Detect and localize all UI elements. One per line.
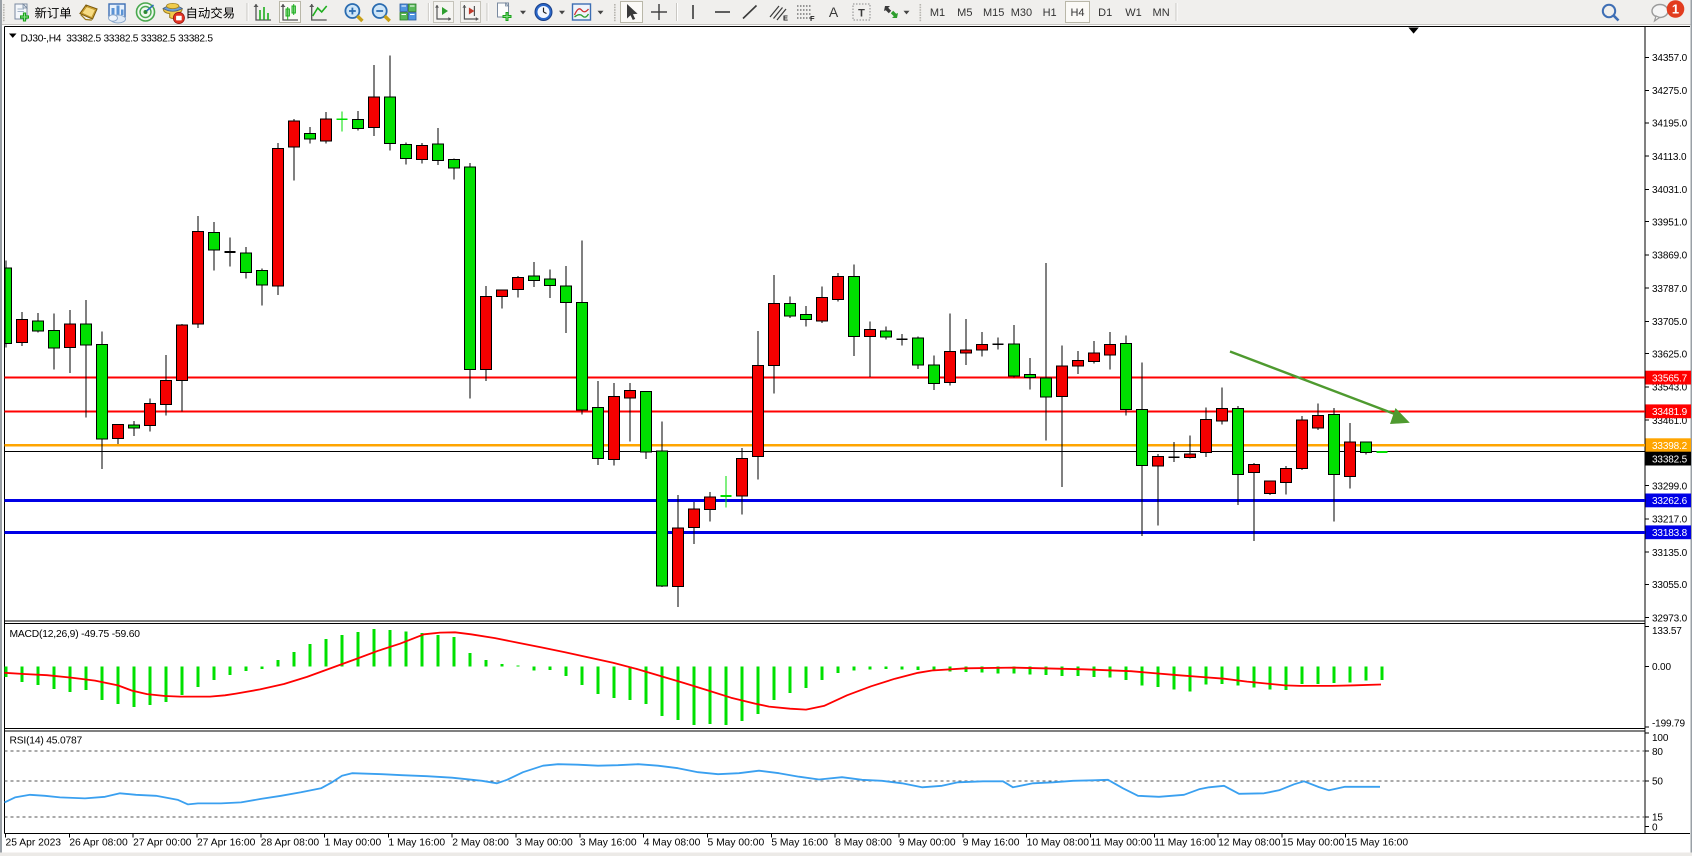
svg-text:33217.0: 33217.0 <box>1652 515 1688 526</box>
svg-text:33481.9: 33481.9 <box>1652 407 1688 418</box>
svg-text:27 Apr 16:00: 27 Apr 16:00 <box>197 838 256 849</box>
svg-text:33543.0: 33543.0 <box>1652 383 1688 394</box>
svg-text:M1: M1 <box>930 7 945 19</box>
svg-text:34031.0: 34031.0 <box>1652 185 1688 196</box>
svg-text:M5: M5 <box>957 7 972 19</box>
svg-text:15 May 16:00: 15 May 16:00 <box>1346 838 1409 849</box>
svg-text:32973.0: 32973.0 <box>1652 613 1688 624</box>
svg-text:11 May 16:00: 11 May 16:00 <box>1154 838 1216 849</box>
svg-text:W1: W1 <box>1125 7 1142 19</box>
svg-text:100: 100 <box>1652 733 1669 744</box>
svg-text:26 Apr 08:00: 26 Apr 08:00 <box>69 838 128 849</box>
svg-text:33055.0: 33055.0 <box>1652 580 1688 591</box>
svg-text:H4: H4 <box>1070 7 1084 19</box>
svg-text:25 Apr 2023: 25 Apr 2023 <box>6 838 62 849</box>
svg-text:0: 0 <box>1652 822 1658 833</box>
svg-text:33705.0: 33705.0 <box>1652 317 1688 328</box>
svg-text:33625.0: 33625.0 <box>1652 349 1688 360</box>
svg-text:11 May 00:00: 11 May 00:00 <box>1090 838 1152 849</box>
svg-text:5 May 00:00: 5 May 00:00 <box>708 838 765 849</box>
svg-text:33299.0: 33299.0 <box>1652 481 1688 492</box>
svg-text:MN: MN <box>1153 7 1170 19</box>
svg-text:133.57: 133.57 <box>1652 626 1682 637</box>
svg-text:33262.6: 33262.6 <box>1652 496 1688 507</box>
svg-text:28 Apr 08:00: 28 Apr 08:00 <box>261 838 320 849</box>
svg-text:DJ30-,H4 33382.5 33382.5 3338: DJ30-,H4 33382.5 33382.5 33382.5 33382.5 <box>21 34 214 45</box>
svg-text:4 May 08:00: 4 May 08:00 <box>644 838 701 849</box>
svg-text:33183.8: 33183.8 <box>1652 528 1688 539</box>
svg-text:M15: M15 <box>983 7 1004 19</box>
svg-text:34275.0: 34275.0 <box>1652 86 1688 97</box>
svg-text:33869.0: 33869.0 <box>1652 251 1688 262</box>
svg-text:33951.0: 33951.0 <box>1652 217 1688 228</box>
svg-text:3 May 16:00: 3 May 16:00 <box>580 838 637 849</box>
svg-text:12 May 08:00: 12 May 08:00 <box>1218 838 1281 849</box>
svg-text:RSI(14) 45.0787: RSI(14) 45.0787 <box>10 736 83 747</box>
svg-text:9 May 00:00: 9 May 00:00 <box>899 838 956 849</box>
svg-text:33135.0: 33135.0 <box>1652 548 1688 559</box>
svg-text:2 May 08:00: 2 May 08:00 <box>452 838 509 849</box>
svg-text:T: T <box>858 8 865 20</box>
svg-text:15: 15 <box>1652 813 1663 824</box>
svg-text:33398.2: 33398.2 <box>1652 441 1688 452</box>
svg-text:E: E <box>783 14 788 23</box>
svg-text:8 May 08:00: 8 May 08:00 <box>835 838 892 849</box>
svg-text:1 May 16:00: 1 May 16:00 <box>388 838 445 849</box>
svg-text:1 May 00:00: 1 May 00:00 <box>325 838 382 849</box>
svg-text:A: A <box>829 4 839 20</box>
svg-text:9 May 16:00: 9 May 16:00 <box>963 838 1020 849</box>
svg-text:H1: H1 <box>1043 7 1057 19</box>
svg-text:34195.0: 34195.0 <box>1652 119 1688 130</box>
svg-text:27 Apr 00:00: 27 Apr 00:00 <box>133 838 192 849</box>
svg-text:33461.0: 33461.0 <box>1652 416 1688 427</box>
svg-text:15 May 00:00: 15 May 00:00 <box>1282 838 1345 849</box>
svg-text:D1: D1 <box>1098 7 1112 19</box>
svg-text:1: 1 <box>1672 2 1679 17</box>
svg-text:10 May 08:00: 10 May 08:00 <box>1027 838 1090 849</box>
svg-text:F: F <box>810 14 815 23</box>
svg-text:33382.5: 33382.5 <box>1652 454 1688 465</box>
svg-text:33787.0: 33787.0 <box>1652 284 1688 295</box>
svg-text:34357.0: 34357.0 <box>1652 53 1688 64</box>
svg-text:33565.7: 33565.7 <box>1652 373 1688 384</box>
svg-text:50: 50 <box>1652 777 1663 788</box>
svg-text:0.00: 0.00 <box>1652 662 1671 673</box>
svg-text:-199.79: -199.79 <box>1652 719 1685 730</box>
svg-text:5 May 16:00: 5 May 16:00 <box>771 838 828 849</box>
svg-text:MACD(12,26,9) -49.75 -59.60: MACD(12,26,9) -49.75 -59.60 <box>10 629 141 640</box>
svg-text:3 May 00:00: 3 May 00:00 <box>516 838 573 849</box>
svg-text:80: 80 <box>1652 747 1663 758</box>
svg-text:M30: M30 <box>1011 7 1032 19</box>
svg-text:34113.0: 34113.0 <box>1652 152 1687 163</box>
